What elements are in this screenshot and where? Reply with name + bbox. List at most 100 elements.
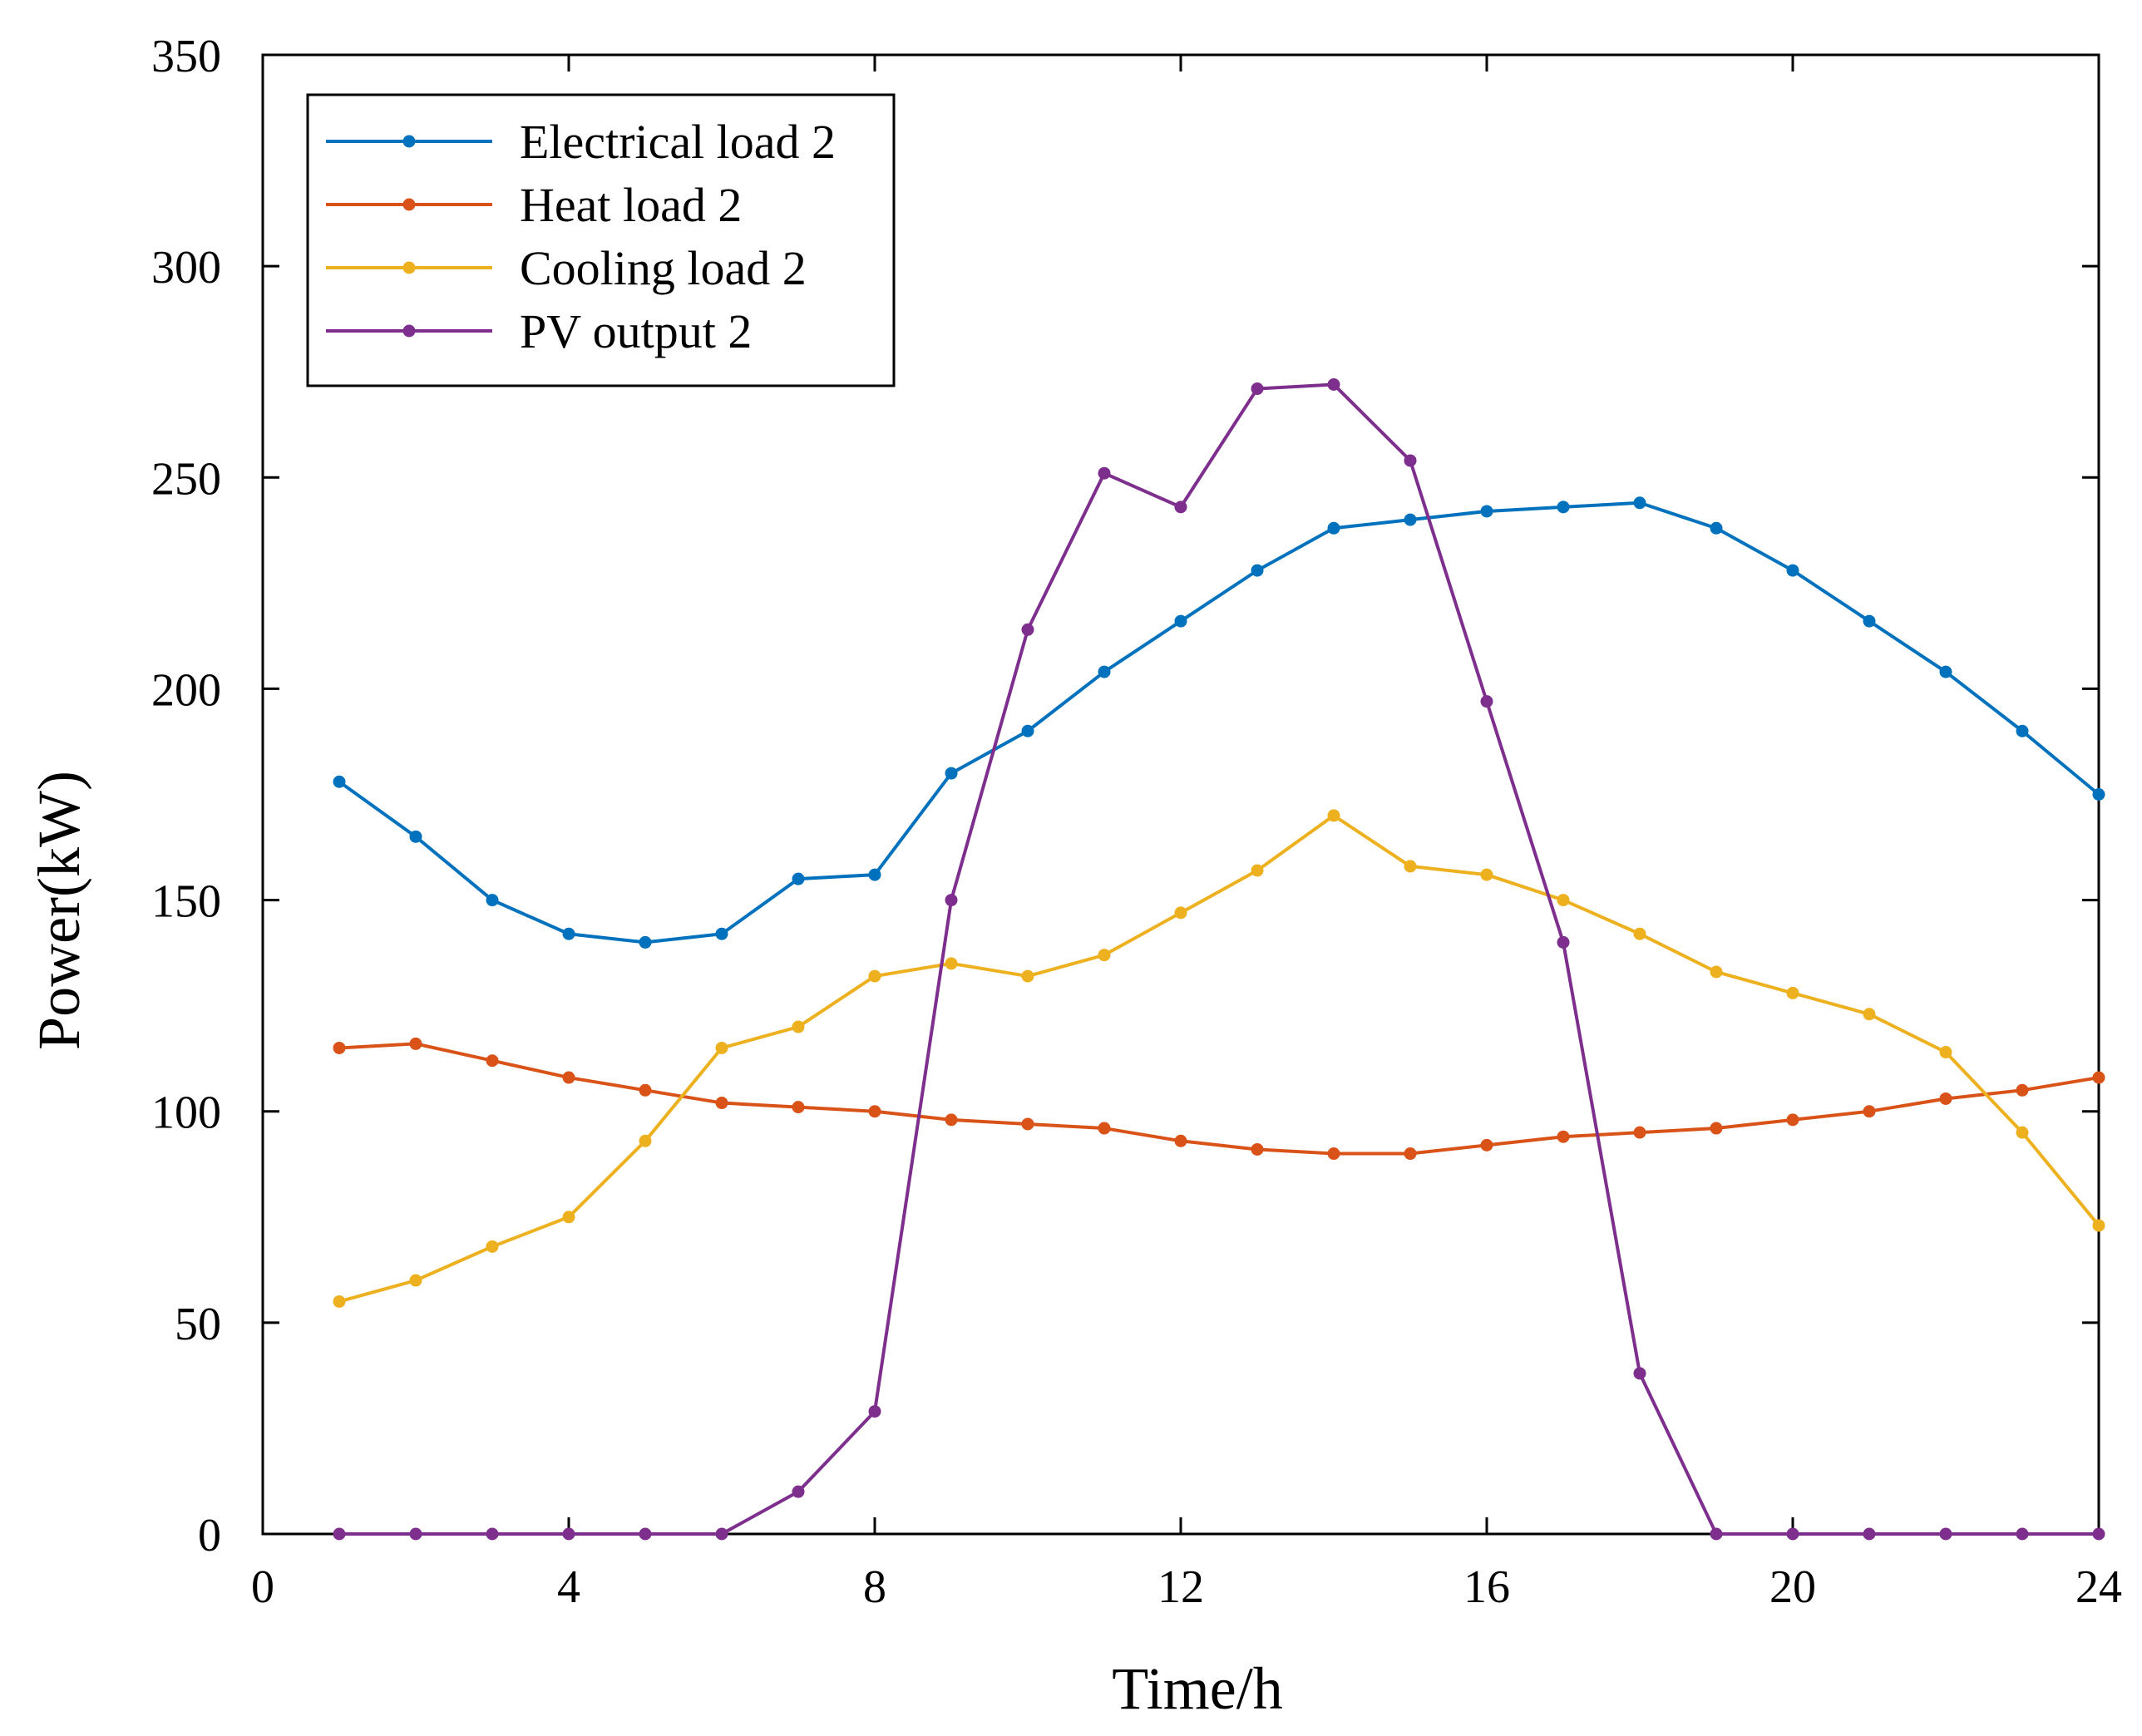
data-point (333, 1295, 346, 1308)
x-tick-label: 8 (863, 1561, 886, 1613)
data-point (1480, 868, 1493, 881)
x-tick-label: 12 (1157, 1561, 1204, 1613)
y-tick-label: 100 (151, 1087, 221, 1139)
data-point (1557, 501, 1570, 514)
legend-swatch-marker (402, 324, 416, 338)
data-point (1557, 1130, 1570, 1143)
data-point (1633, 927, 1646, 940)
data-point (562, 1211, 575, 1224)
data-point (1939, 1527, 1952, 1541)
legend-label: PV output 2 (520, 304, 752, 358)
data-point (715, 1527, 728, 1541)
x-tick-label: 16 (1463, 1561, 1510, 1613)
data-point (1710, 965, 1723, 979)
y-axis-label: Power(kW) (26, 771, 92, 1050)
data-point (2092, 1219, 2105, 1232)
data-point (1863, 614, 1876, 628)
data-point (1098, 949, 1111, 962)
data-point (2016, 1527, 2029, 1541)
data-point (1557, 894, 1570, 907)
legend-item: PV output 2 (326, 304, 752, 358)
x-tick-label: 24 (2075, 1561, 2122, 1613)
series-line (338, 1042, 2100, 1156)
data-point (1710, 521, 1723, 535)
data-point (1021, 623, 1034, 636)
data-point (1327, 809, 1340, 822)
series-cooling-load-2 (333, 809, 2105, 1308)
data-point (1251, 564, 1264, 577)
data-point (1863, 1527, 1876, 1541)
data-point (1404, 454, 1417, 467)
data-point (1786, 1113, 1799, 1127)
legend-swatch-marker (402, 135, 416, 148)
data-point (409, 1527, 422, 1541)
data-point (945, 767, 958, 780)
data-point (1021, 724, 1034, 737)
data-point (868, 969, 881, 983)
data-point (1633, 496, 1646, 510)
data-point (2092, 1527, 2105, 1541)
data-point (1786, 564, 1799, 577)
series-electrical-load-2 (333, 496, 2105, 949)
data-point (1174, 906, 1187, 920)
data-point (2092, 788, 2105, 801)
legend-label: Cooling load 2 (520, 241, 807, 295)
data-point (1863, 1008, 1876, 1021)
series-pv-output-2 (333, 377, 2105, 1541)
data-point (486, 1240, 499, 1253)
data-point (715, 927, 728, 940)
data-point (486, 1527, 499, 1541)
data-point (792, 1020, 805, 1033)
data-point (1633, 1126, 1646, 1139)
data-point (1098, 1122, 1111, 1135)
legend-item: Electrical load 2 (326, 115, 836, 169)
data-point (1786, 1527, 1799, 1541)
data-point (562, 1071, 575, 1084)
data-point (1174, 501, 1187, 514)
series-line (339, 382, 2099, 1536)
data-point (333, 1527, 346, 1541)
legend-item: Cooling load 2 (326, 241, 807, 295)
data-point (1557, 935, 1570, 949)
data-point (1174, 614, 1187, 628)
data-point (562, 927, 575, 940)
data-point (409, 830, 422, 843)
data-point (868, 868, 881, 881)
y-tick-label: 50 (175, 1299, 221, 1350)
data-point (1786, 986, 1799, 999)
data-point (792, 1101, 805, 1114)
data-point (1404, 513, 1417, 526)
data-point (715, 1097, 728, 1110)
legend-swatch-marker (402, 261, 416, 274)
legend-item: Heat load 2 (326, 178, 742, 232)
data-point (868, 1105, 881, 1118)
data-point (2016, 724, 2029, 737)
data-point (1633, 1367, 1646, 1380)
data-point (639, 935, 652, 949)
data-point (1098, 466, 1111, 480)
data-point (1327, 521, 1340, 535)
data-point (409, 1274, 422, 1287)
axes: 0 4 8 12 16 20 24 0 50 100 150 200 250 300 350 (151, 31, 2122, 1613)
data-point (2016, 1083, 2029, 1097)
data-point (1480, 505, 1493, 518)
y-tick-label: 350 (151, 31, 221, 82)
series-line (338, 813, 2100, 1304)
y-tick-label: 250 (151, 453, 221, 505)
data-point (1098, 665, 1111, 678)
data-point (1251, 382, 1264, 396)
data-point (945, 1113, 958, 1127)
legend: Electrical load 2 Heat load 2 Cooling load… (306, 93, 896, 387)
data-point (1021, 1117, 1034, 1131)
data-point (1939, 1092, 1952, 1105)
data-point (486, 894, 499, 907)
data-point (868, 1405, 881, 1418)
data-point (1863, 1105, 1876, 1118)
data-point (1480, 1138, 1493, 1152)
data-point (792, 872, 805, 885)
data-point (639, 1527, 652, 1541)
y-tick-label: 0 (198, 1510, 221, 1561)
data-point (1327, 1147, 1340, 1161)
data-point (1251, 864, 1264, 877)
data-point (1480, 695, 1493, 708)
